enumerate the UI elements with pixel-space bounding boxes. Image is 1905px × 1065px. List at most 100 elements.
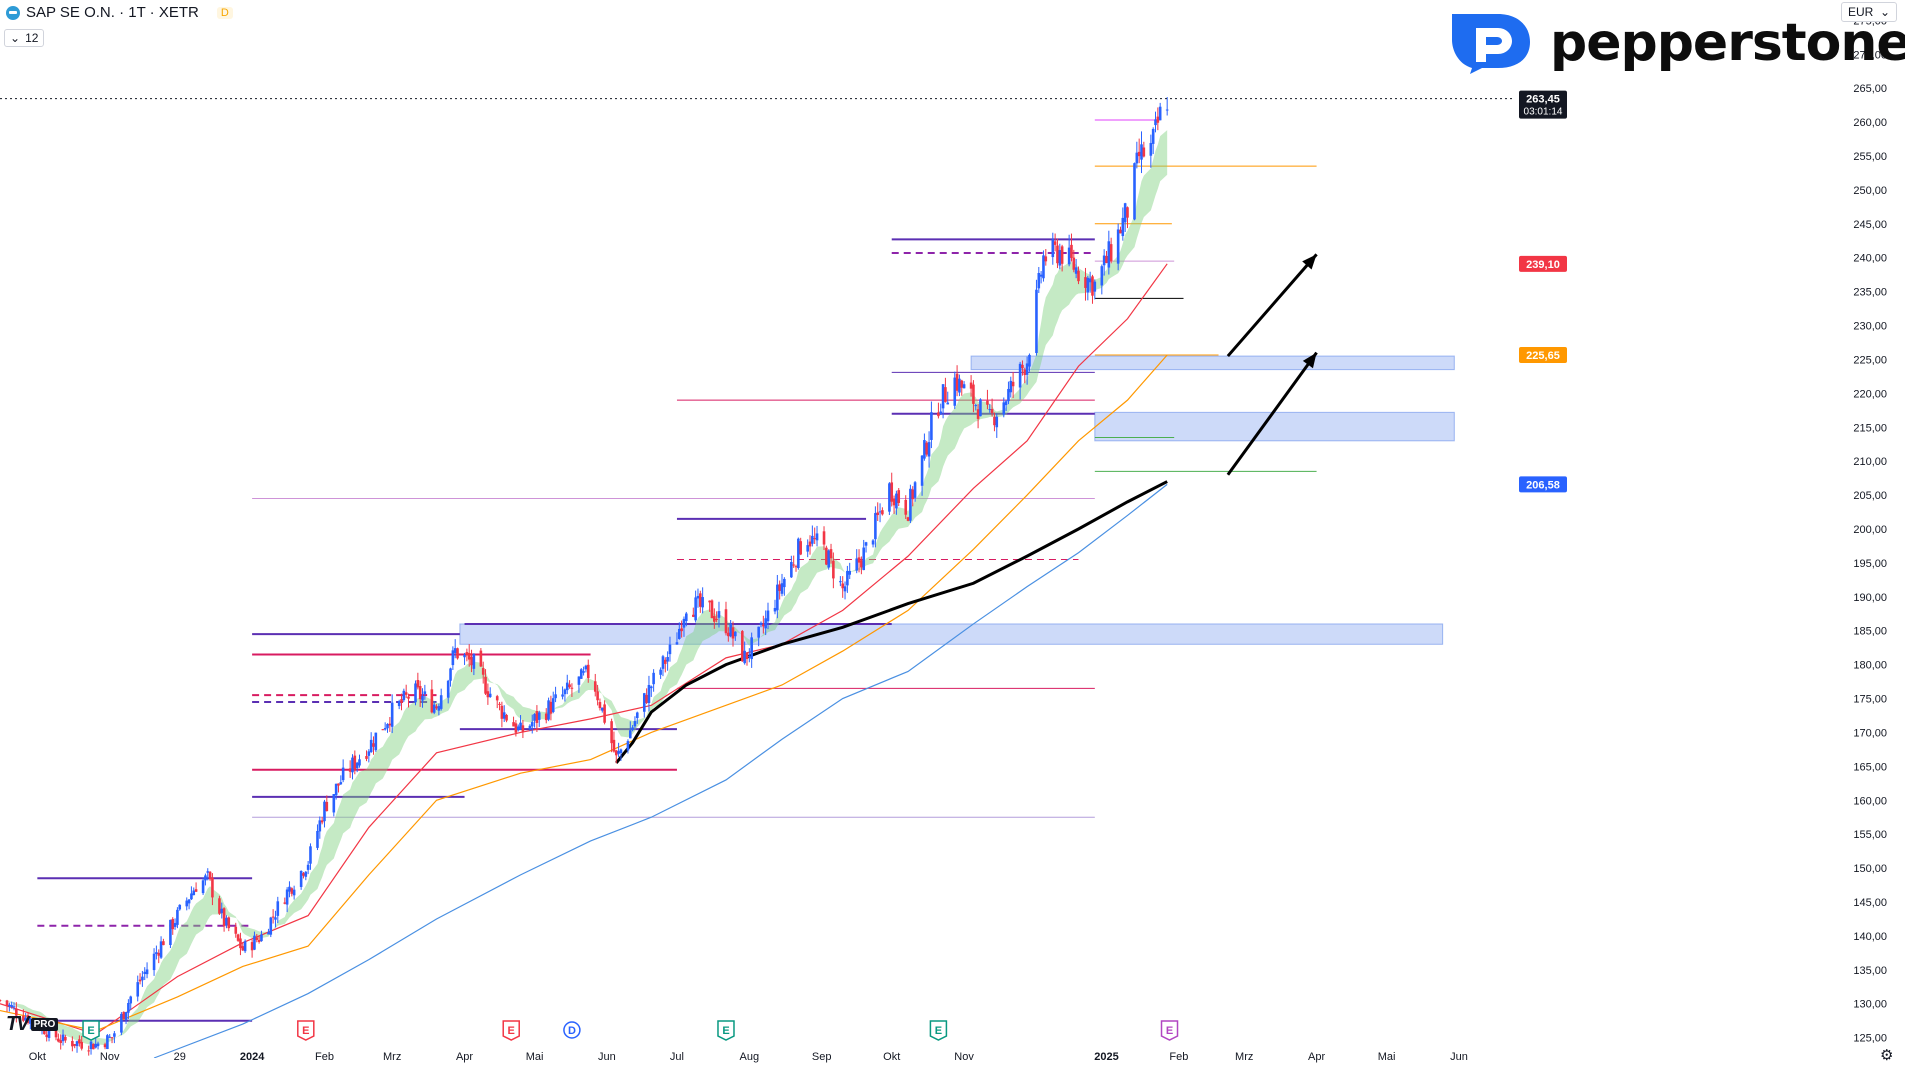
candle[interactable] (201, 880, 205, 894)
price-label-tag[interactable] (1519, 347, 1567, 364)
candle[interactable] (544, 713, 548, 721)
candle[interactable] (1137, 151, 1141, 157)
candle[interactable] (178, 904, 182, 910)
candle[interactable] (234, 926, 238, 934)
candle[interactable] (10, 1005, 13, 1007)
candle[interactable] (876, 512, 880, 516)
candle[interactable] (430, 689, 434, 713)
candle[interactable] (418, 685, 422, 700)
candle[interactable] (906, 517, 910, 521)
candle[interactable] (423, 691, 427, 695)
candle[interactable] (110, 1037, 114, 1039)
candle[interactable] (1135, 152, 1139, 164)
earnings-marker[interactable] (1160, 1020, 1179, 1041)
candle[interactable] (829, 549, 833, 559)
candle[interactable] (857, 557, 861, 563)
candle[interactable] (1074, 267, 1078, 274)
candle[interactable] (547, 700, 550, 720)
candle[interactable] (465, 652, 469, 655)
candle[interactable] (715, 618, 718, 620)
candle[interactable] (318, 820, 322, 832)
candle[interactable] (1151, 128, 1155, 144)
candle[interactable] (649, 686, 653, 689)
candle[interactable] (892, 498, 896, 506)
candle[interactable] (913, 482, 917, 498)
candle[interactable] (960, 380, 964, 388)
candle[interactable] (519, 722, 522, 730)
candle[interactable] (260, 934, 263, 942)
candle[interactable] (1025, 363, 1029, 375)
candle[interactable] (563, 689, 567, 695)
candle[interactable] (1133, 163, 1136, 220)
candle[interactable] (843, 586, 847, 592)
candle[interactable] (647, 684, 651, 703)
candle[interactable] (862, 547, 866, 571)
candle[interactable] (776, 584, 779, 611)
candle[interactable] (463, 654, 466, 658)
candle[interactable] (878, 511, 882, 513)
indicator-toggle-button[interactable]: ⌄ 12 (4, 29, 45, 47)
candle[interactable] (320, 820, 324, 823)
candle[interactable] (299, 870, 303, 887)
candle[interactable] (528, 725, 532, 730)
candle[interactable] (596, 691, 599, 701)
candle[interactable] (495, 696, 499, 701)
candle[interactable] (628, 730, 632, 739)
candle[interactable] (743, 650, 746, 664)
candle[interactable] (407, 696, 410, 699)
candle[interactable] (211, 877, 214, 898)
candle[interactable] (505, 714, 508, 721)
candle[interactable] (437, 706, 441, 711)
candle[interactable] (958, 378, 961, 393)
candle[interactable] (402, 690, 406, 701)
candle[interactable] (1018, 363, 1022, 388)
candle[interactable] (855, 558, 859, 571)
candle[interactable] (764, 618, 767, 629)
candle[interactable] (750, 637, 753, 660)
price-label-tag[interactable] (1519, 476, 1567, 493)
candle[interactable] (143, 971, 147, 974)
candle[interactable] (306, 864, 310, 870)
tradingview-logo[interactable]: TV PRO (6, 1013, 59, 1036)
candle[interactable] (976, 409, 980, 419)
candle[interactable] (808, 541, 812, 547)
candle[interactable] (386, 724, 389, 729)
candle[interactable] (974, 405, 978, 407)
candle[interactable] (731, 627, 735, 639)
candle[interactable] (1070, 244, 1073, 258)
candle[interactable] (780, 583, 784, 594)
candle[interactable] (554, 694, 557, 699)
candle[interactable] (435, 706, 438, 709)
candle[interactable] (484, 676, 487, 694)
candle[interactable] (323, 801, 326, 822)
candle[interactable] (432, 704, 436, 713)
candle[interactable] (652, 672, 655, 685)
candle[interactable] (446, 680, 450, 698)
candle[interactable] (1011, 381, 1015, 387)
candle[interactable] (682, 618, 686, 628)
candle[interactable] (390, 702, 394, 727)
candle[interactable] (1035, 289, 1038, 354)
candle[interactable] (530, 722, 534, 727)
candle[interactable] (995, 416, 999, 428)
candle[interactable] (1009, 380, 1013, 393)
candle[interactable] (1077, 270, 1080, 282)
candle[interactable] (603, 704, 606, 723)
candle[interactable] (8, 1004, 11, 1007)
candle[interactable] (598, 702, 602, 709)
candle[interactable] (675, 642, 679, 645)
earnings-marker[interactable] (929, 1020, 948, 1041)
candle[interactable] (75, 1041, 79, 1047)
candle[interactable] (106, 1035, 109, 1050)
candle[interactable] (283, 902, 287, 904)
candle[interactable] (1056, 245, 1059, 264)
candle[interactable] (685, 613, 688, 622)
candle[interactable] (680, 628, 683, 632)
candle[interactable] (136, 982, 140, 997)
candle[interactable] (841, 583, 845, 589)
candle[interactable] (1021, 364, 1024, 369)
candle[interactable] (388, 723, 392, 726)
candle[interactable] (206, 871, 210, 873)
candle[interactable] (927, 442, 931, 457)
candle[interactable] (45, 1034, 48, 1038)
